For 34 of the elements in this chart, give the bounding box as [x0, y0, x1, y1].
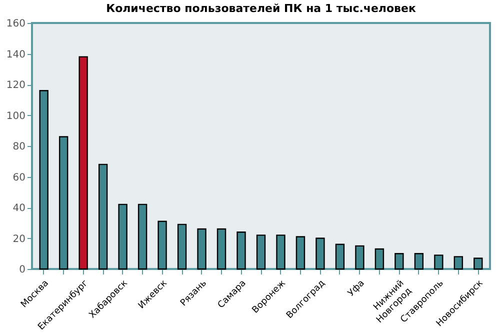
bar	[296, 236, 306, 270]
bar	[138, 204, 148, 270]
bar	[158, 220, 167, 270]
bar	[316, 238, 325, 270]
bar	[355, 245, 364, 270]
bar	[394, 253, 404, 270]
bar	[58, 136, 68, 270]
y-tick-label: 20	[12, 234, 26, 245]
bar	[78, 56, 88, 270]
bar	[434, 254, 444, 270]
bar	[474, 258, 483, 270]
bar	[177, 224, 187, 270]
bar	[374, 248, 384, 270]
y-tick-label: 120	[6, 80, 26, 91]
y-tick-label: 80	[12, 142, 26, 152]
x-tick-label: Уфа	[346, 278, 367, 299]
bar	[414, 253, 424, 270]
y-tick-label: 140	[6, 49, 26, 60]
y-tick-label: 160	[6, 18, 26, 30]
bar	[256, 234, 266, 270]
y-tick-label: 100	[6, 110, 26, 122]
y-tick-label: 40	[12, 203, 26, 214]
bar	[118, 204, 128, 270]
bar	[276, 234, 286, 270]
bar	[98, 164, 108, 270]
bar	[236, 232, 246, 270]
chart-title: Количество пользователей ПК на 1 тыс.человек	[106, 2, 416, 15]
bar	[454, 256, 464, 270]
y-tick-label: 60	[12, 172, 26, 184]
y-tick-label: 0	[19, 264, 26, 276]
bar	[216, 228, 226, 270]
bar	[39, 90, 48, 270]
bar	[197, 228, 206, 270]
bar	[335, 244, 345, 270]
